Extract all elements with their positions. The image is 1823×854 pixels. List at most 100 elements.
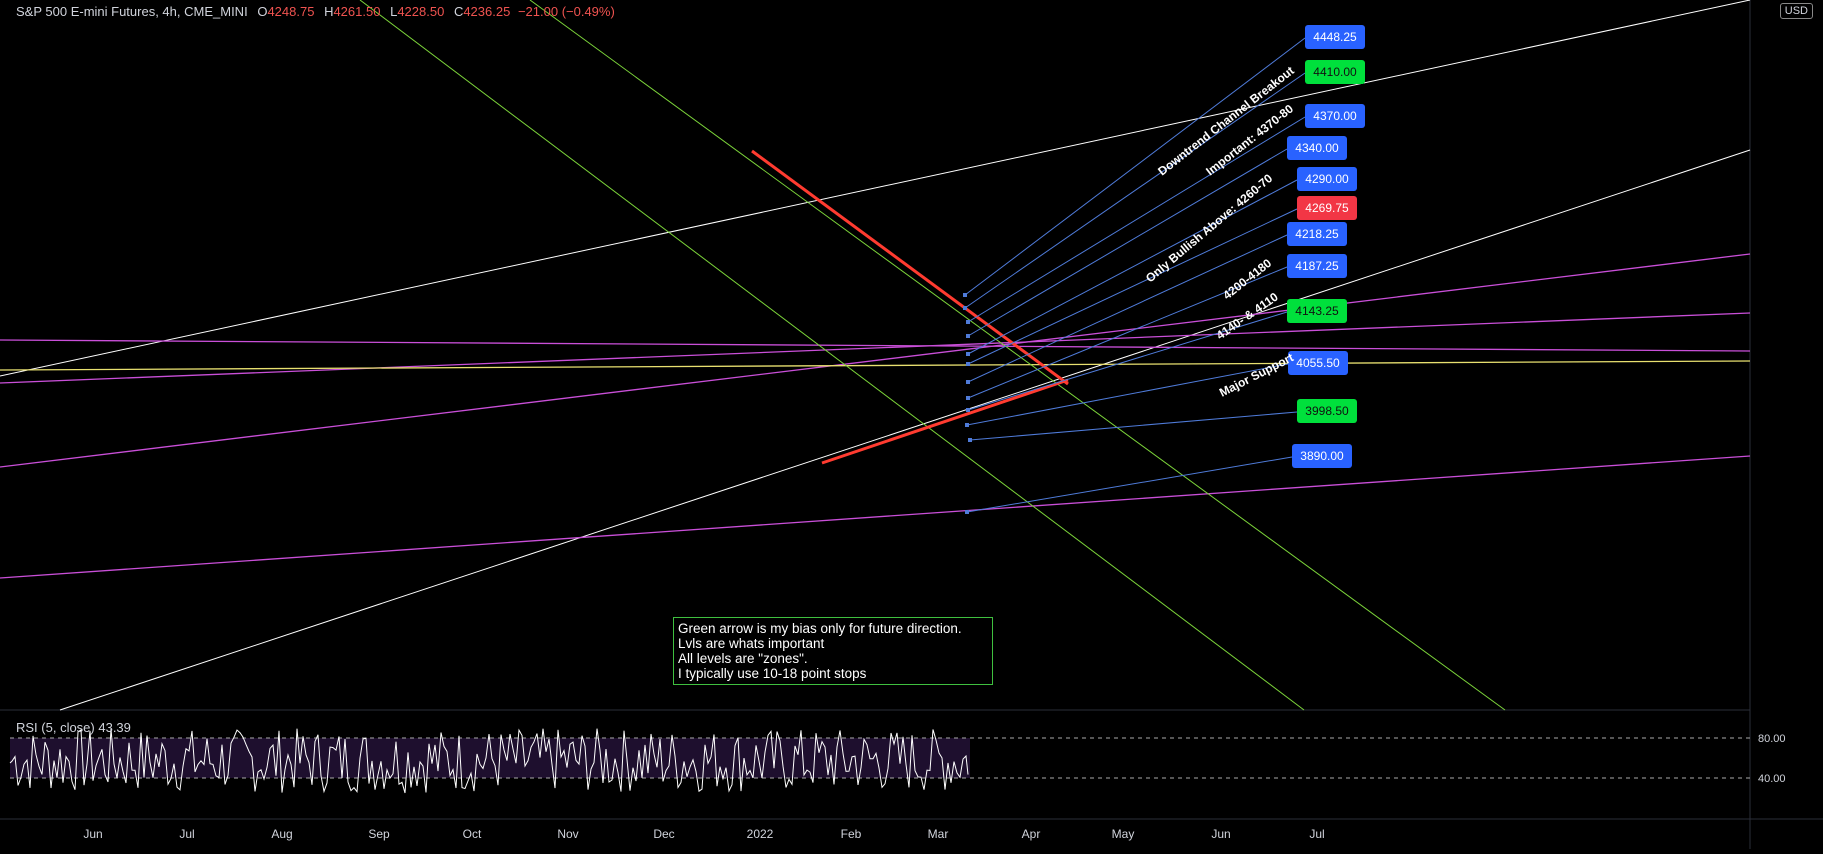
level-label-text: 4218.25 <box>1295 227 1339 241</box>
close-value: 4236.25 <box>463 4 511 19</box>
time-tick-label: Nov <box>557 827 578 841</box>
level-connector-line <box>966 456 1293 513</box>
currency-badge[interactable]: USD <box>1779 3 1813 19</box>
time-tick-label: Jul <box>179 827 194 841</box>
time-tick-label: Jun <box>1211 827 1230 841</box>
level-label-box <box>1292 444 1352 468</box>
magenta-trendline <box>0 339 1751 352</box>
horizontal-level-line <box>0 360 1751 371</box>
price-level-label: 4218.25 <box>1287 222 1347 246</box>
level-label-text: 4055.50 <box>1296 356 1340 370</box>
high-key: H <box>324 4 334 19</box>
downtrend-line <box>751 149 1069 386</box>
level-connector-line <box>964 72 1306 309</box>
chart-annotation: Important: 4370-80 <box>1203 101 1296 178</box>
level-label-text: 4340.00 <box>1295 141 1339 155</box>
level-connector-line <box>967 148 1288 337</box>
level-label-box <box>1287 299 1347 323</box>
rsi-legend: RSI (5, close) 43.39 <box>16 720 131 735</box>
uptrend-support-line <box>821 378 1069 465</box>
magenta-trendline <box>0 253 1751 468</box>
time-tick-label: May <box>1112 827 1135 841</box>
level-label-text: 3890.00 <box>1300 449 1344 463</box>
price-level-label: 4055.50 <box>1288 351 1348 375</box>
level-connector-line <box>967 234 1288 383</box>
level-connector-line <box>967 208 1298 365</box>
price-level-label: 4269.75 <box>1297 196 1357 220</box>
level-connector-line <box>967 116 1306 323</box>
change-value: −21.00 (−0.49%) <box>517 4 615 19</box>
level-anchor-point <box>966 334 970 338</box>
level-connector-line <box>967 266 1288 399</box>
price-level-label: 4370.00 <box>1305 104 1365 128</box>
level-label-box <box>1305 60 1365 84</box>
level-anchor-point <box>963 293 967 297</box>
level-connector-line <box>966 363 1289 426</box>
level-label-box <box>1287 254 1347 278</box>
green-channel-line <box>359 0 1305 711</box>
level-anchor-point <box>966 396 970 400</box>
symbol-title: S&P 500 E-mini Futures, 4h, CME_MINI <box>16 4 248 19</box>
level-anchor-point <box>963 306 967 310</box>
level-label-text: 4290.00 <box>1305 172 1349 186</box>
magenta-trendline <box>0 312 1751 384</box>
rsi-tick-label: 80.00 <box>1758 733 1786 745</box>
level-label-box <box>1288 351 1348 375</box>
green-channel-line <box>529 0 1506 711</box>
time-tick-label: Feb <box>841 827 862 841</box>
level-label-box <box>1305 104 1365 128</box>
price-level-label: 4340.00 <box>1287 136 1347 160</box>
rsi-line <box>9 728 969 794</box>
time-tick-label: Sep <box>368 827 390 841</box>
price-level-label: 4187.25 <box>1287 254 1347 278</box>
high-value: 4261.50 <box>333 4 381 19</box>
level-anchor-point <box>966 408 970 412</box>
level-label-text: 4269.75 <box>1305 201 1349 215</box>
level-anchor-point <box>966 320 970 324</box>
price-level-label: 3890.00 <box>1292 444 1352 468</box>
level-anchor-point <box>968 438 972 442</box>
low-value: 4228.50 <box>397 4 445 19</box>
price-level-label: 4143.25 <box>1287 299 1347 323</box>
time-tick-label: Aug <box>271 827 292 841</box>
level-anchor-point <box>966 352 970 356</box>
note-line: All levels are "zones". <box>678 651 808 666</box>
price-level-label: 4290.00 <box>1297 167 1357 191</box>
price-level-label: 4448.25 <box>1305 25 1365 49</box>
level-label-text: 4448.25 <box>1313 30 1357 44</box>
time-tick-label: 2022 <box>747 827 774 841</box>
level-anchor-point <box>966 362 970 366</box>
level-label-box <box>1287 136 1347 160</box>
level-connector-line <box>969 411 1298 441</box>
rising-support-line <box>59 149 1751 711</box>
magenta-trendline <box>0 455 1751 579</box>
upper-channel-line <box>0 0 1751 377</box>
time-tick-label: Apr <box>1022 827 1041 841</box>
level-label-box <box>1297 167 1357 191</box>
level-label-text: 3998.50 <box>1305 404 1349 418</box>
symbol-legend: S&P 500 E-mini Futures, 4h, CME_MINI O42… <box>16 4 615 19</box>
note-box: Green arrow is my bias only for future d… <box>673 617 993 685</box>
note-line: I typically use 10-18 point stops <box>678 666 867 681</box>
level-label-text: 4370.00 <box>1313 109 1357 123</box>
time-tick-label: Dec <box>653 827 674 841</box>
level-connector-line <box>967 311 1288 411</box>
level-label-text: 4143.25 <box>1295 304 1339 318</box>
level-anchor-point <box>966 380 970 384</box>
note-line: Green arrow is my bias only for future d… <box>678 621 962 636</box>
level-label-text: 4187.25 <box>1295 259 1339 273</box>
level-label-box <box>1287 222 1347 246</box>
open-key: O <box>257 4 268 19</box>
level-label-text: 4410.00 <box>1313 65 1357 79</box>
level-label-box <box>1297 196 1357 220</box>
level-label-box <box>1305 25 1365 49</box>
time-tick-label: Mar <box>928 827 949 841</box>
price-level-label: 4410.00 <box>1305 60 1365 84</box>
low-key: L <box>390 4 398 19</box>
level-anchor-point <box>965 423 969 427</box>
level-label-box <box>1297 399 1357 423</box>
open-value: 4248.75 <box>267 4 315 19</box>
time-tick-label: Oct <box>463 827 482 841</box>
